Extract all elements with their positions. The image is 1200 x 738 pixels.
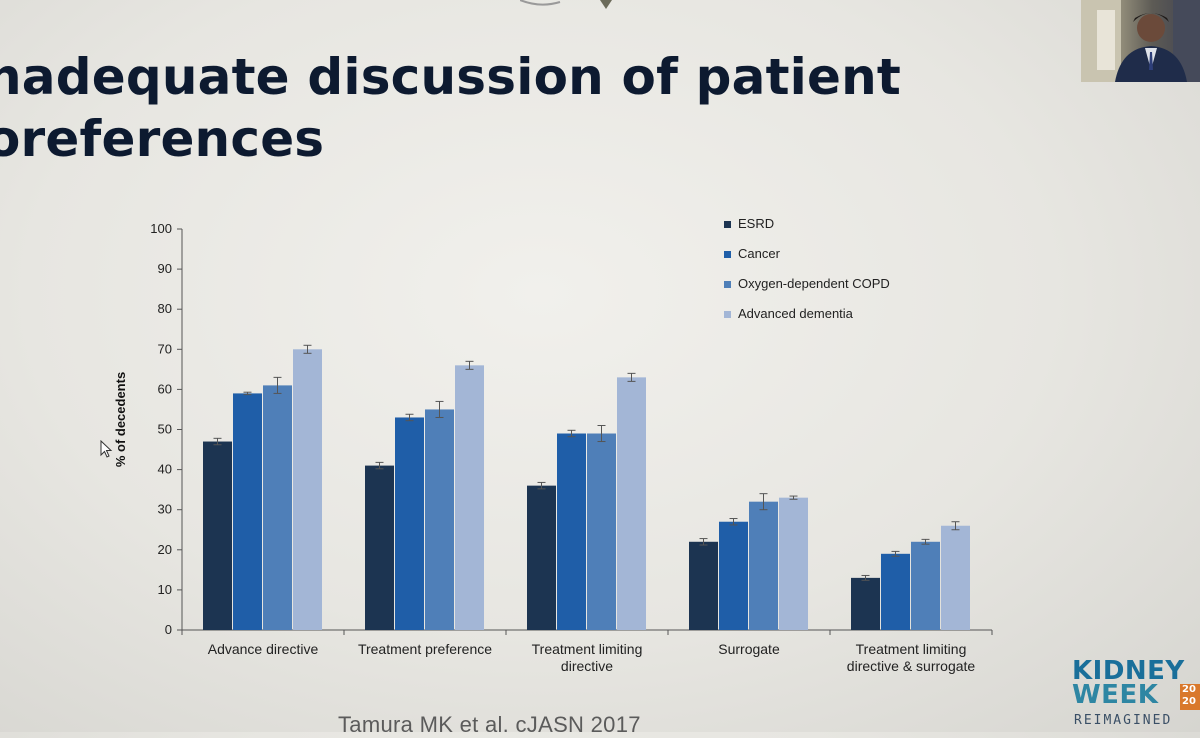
x-category-label: Surrogate [718,641,780,657]
y-tick-label: 60 [158,381,172,396]
logo-line-3: REIMAGINED [1074,713,1173,728]
bar [395,417,424,630]
bar [881,553,910,630]
bar [425,409,454,630]
bar [911,541,940,630]
legend-label: Advanced dementia [738,306,854,321]
webcam-thumbnail[interactable] [1081,0,1200,82]
bar [203,441,232,630]
bar [263,385,292,630]
x-category-label: Treatment limiting [856,641,967,657]
y-tick-label: 90 [158,261,172,276]
y-tick-label: 80 [158,301,172,316]
x-category-label: directive & surrogate [847,658,976,674]
logo-year-badge: 20 20 [1180,684,1200,710]
bar [941,525,970,630]
presenter-video [1081,0,1200,82]
bar [527,485,556,630]
legend-label: Oxygen-dependent COPD [738,276,890,291]
y-tick-label: 0 [165,622,172,637]
logo-line-1: KIDNEY [1072,656,1185,686]
bar [851,577,880,630]
y-tick-label: 30 [158,502,172,517]
bar [293,349,322,630]
mouse-cursor-icon [100,440,113,458]
y-axis-label: % of decedents [113,372,128,467]
bar [455,365,484,630]
legend-swatch [724,281,731,288]
x-category-label: Advance directive [208,641,319,657]
y-tick-label: 10 [158,582,172,597]
citation-text: Tamura MK et al. cJASN 2017 [338,712,641,737]
bar [719,521,748,630]
bar [749,501,778,630]
slide-title: nadequate discussion of patient oreferen… [0,46,901,170]
bar [587,433,616,630]
bar [365,465,394,630]
slide-decoration [520,0,612,9]
slide-title-line-1: nadequate discussion of patient [0,48,902,106]
legend-swatch [724,251,731,258]
kidney-week-logo: KIDNEY WEEK 20 20 REIMAGINED [1070,656,1200,732]
y-tick-label: 40 [158,462,172,477]
y-tick-label: 20 [158,542,172,557]
legend-swatch [724,311,731,318]
bar [233,393,262,630]
legend-label: ESRD [738,216,774,231]
legend-swatch [724,221,731,228]
bar [689,541,718,630]
y-tick-label: 50 [158,422,172,437]
logo-line-2: WEEK [1072,680,1159,710]
slide-title-line-2: oreferences [0,110,325,168]
x-category-label: Treatment preference [358,641,492,657]
y-tick-label: 100 [150,221,172,236]
x-category-label: directive [561,658,613,674]
x-category-label: Treatment limiting [532,641,643,657]
bar [557,433,586,630]
bar [779,497,808,630]
bar [617,377,646,630]
legend-label: Cancer [738,246,781,261]
y-tick-label: 70 [158,341,172,356]
